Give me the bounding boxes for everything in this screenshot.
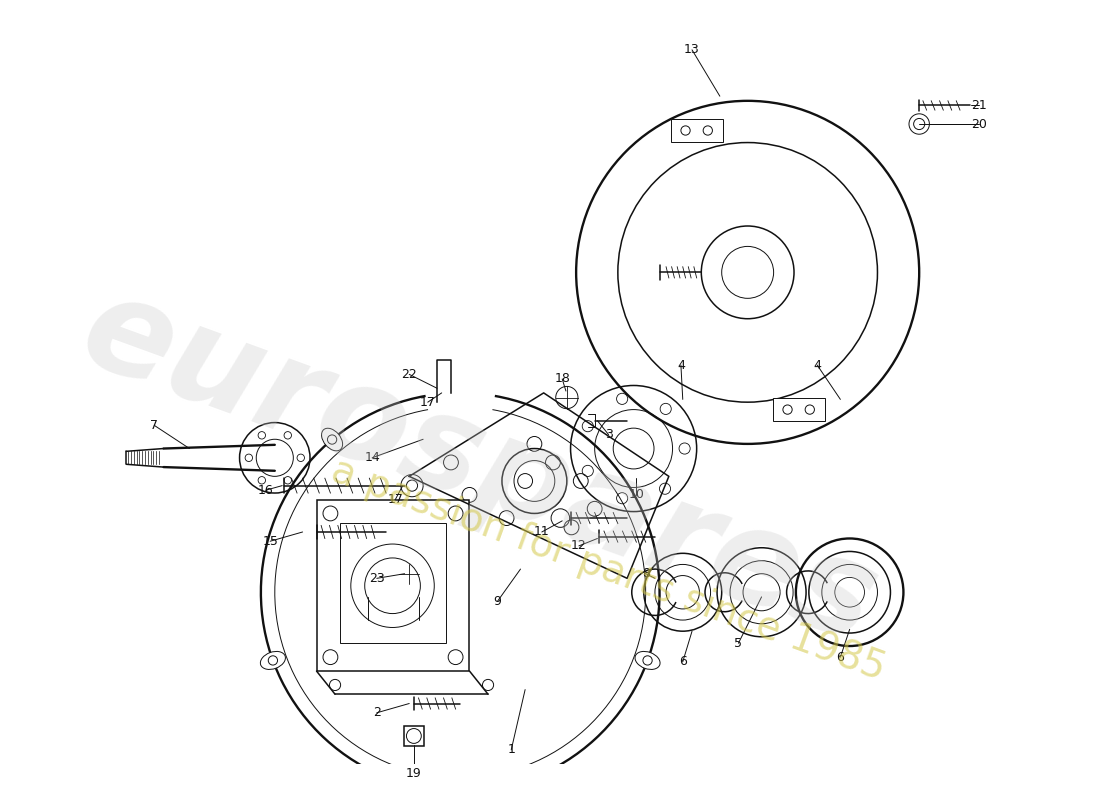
- Text: 6: 6: [679, 655, 686, 668]
- Bar: [340, 522, 447, 643]
- Text: 22: 22: [402, 368, 417, 381]
- Text: 2: 2: [373, 706, 381, 719]
- Text: 12: 12: [571, 539, 586, 552]
- Ellipse shape: [635, 651, 660, 670]
- Text: 11: 11: [534, 526, 550, 538]
- Text: 20: 20: [971, 118, 988, 130]
- Text: 18: 18: [554, 373, 570, 386]
- Text: 3: 3: [605, 428, 613, 441]
- Ellipse shape: [261, 651, 285, 670]
- Text: 4: 4: [813, 358, 821, 371]
- Text: 23: 23: [368, 572, 385, 585]
- Text: 4: 4: [676, 358, 685, 371]
- Text: 17: 17: [387, 493, 404, 506]
- Text: 21: 21: [971, 99, 988, 112]
- Text: a passion for parts since 1985: a passion for parts since 1985: [327, 451, 891, 687]
- Text: 5: 5: [735, 637, 743, 650]
- Bar: [404, 726, 425, 746]
- Text: 19: 19: [406, 766, 421, 779]
- Text: 6: 6: [836, 650, 845, 664]
- Bar: [772, 398, 825, 421]
- Text: 8: 8: [641, 567, 650, 580]
- Text: 15: 15: [262, 534, 278, 548]
- Text: 14: 14: [364, 451, 380, 464]
- Text: 13: 13: [684, 43, 700, 56]
- Text: 17: 17: [420, 396, 436, 409]
- Bar: [317, 499, 470, 671]
- Text: 7: 7: [151, 419, 158, 432]
- Text: 10: 10: [628, 488, 645, 502]
- Bar: [671, 119, 723, 142]
- Text: 9: 9: [494, 595, 502, 608]
- Text: 16: 16: [257, 484, 274, 497]
- Text: eurospares: eurospares: [65, 265, 893, 670]
- Ellipse shape: [321, 428, 342, 451]
- Text: 1: 1: [507, 743, 515, 756]
